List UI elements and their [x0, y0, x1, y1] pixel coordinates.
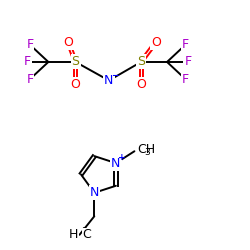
Text: F: F — [182, 38, 189, 51]
Text: O: O — [151, 36, 161, 49]
Text: F: F — [26, 38, 34, 51]
Text: 3: 3 — [82, 227, 87, 236]
Text: F: F — [182, 73, 189, 86]
Text: F: F — [24, 56, 31, 68]
Text: 3: 3 — [144, 148, 150, 158]
Text: C: C — [82, 228, 91, 241]
Text: CH: CH — [137, 143, 155, 156]
Text: O: O — [70, 78, 81, 91]
Text: +: + — [118, 153, 125, 162]
Text: N: N — [104, 74, 114, 87]
Text: F: F — [184, 56, 192, 68]
Text: O: O — [63, 36, 73, 49]
Text: O: O — [136, 78, 146, 91]
Text: H: H — [69, 228, 78, 241]
Text: F: F — [26, 73, 34, 86]
Text: N: N — [90, 186, 99, 199]
Text: −: − — [110, 70, 118, 80]
Text: S: S — [72, 56, 80, 68]
Text: S: S — [137, 56, 145, 68]
Text: N: N — [111, 156, 120, 170]
